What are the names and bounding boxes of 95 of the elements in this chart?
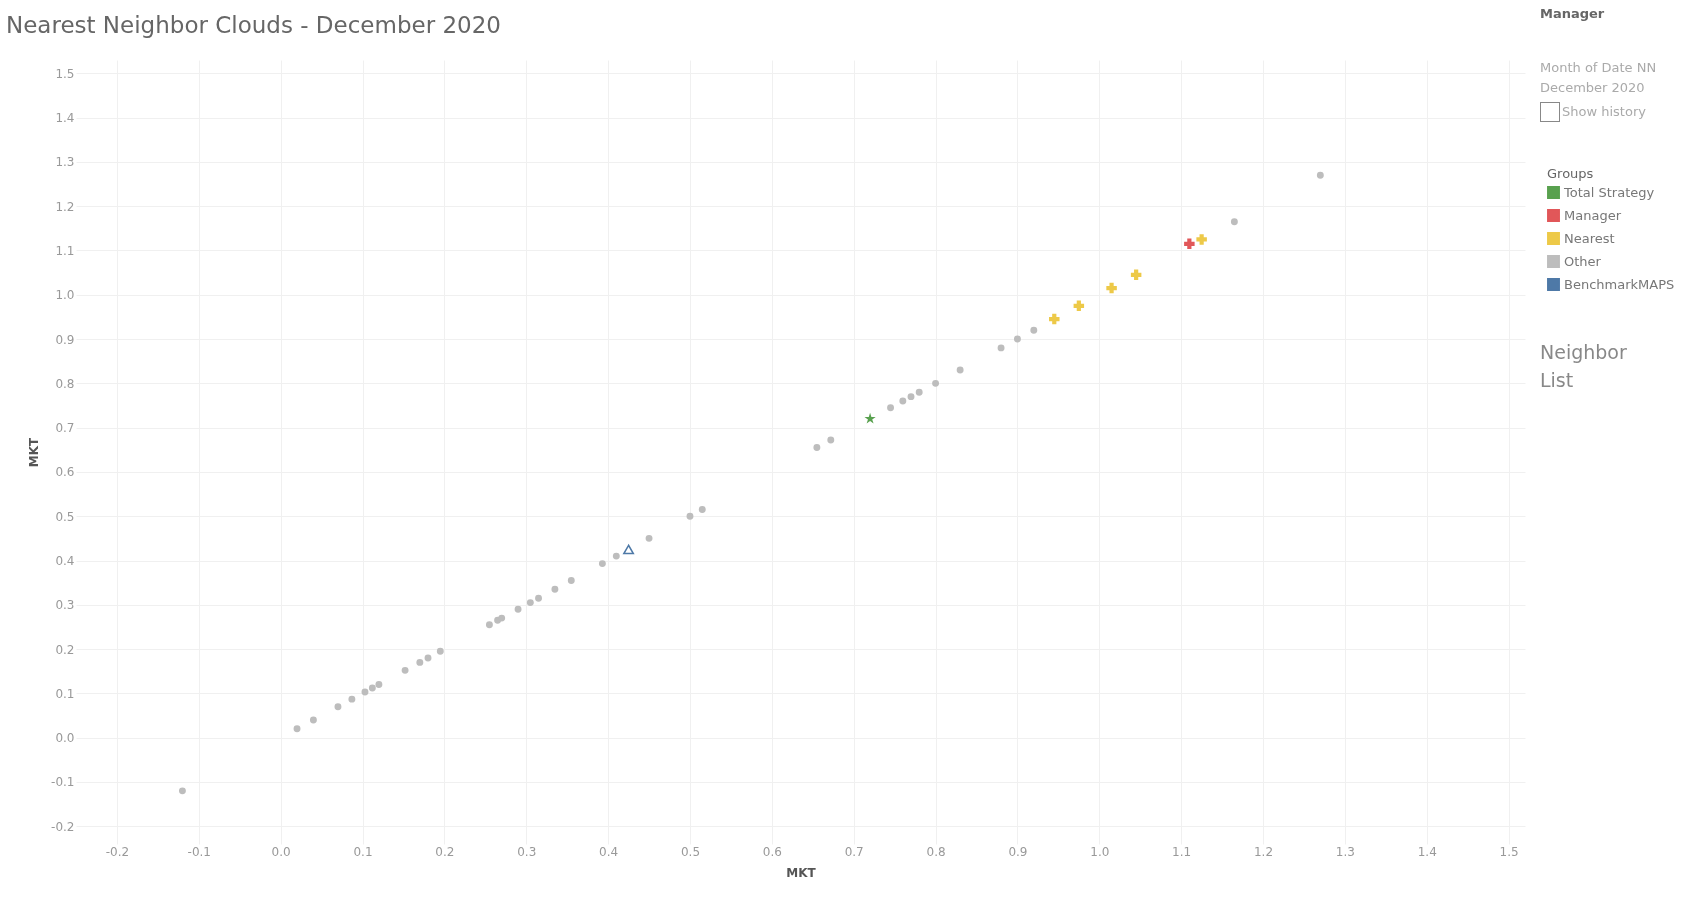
y-tick-label: 1.1 [55, 243, 75, 258]
chart-title: Nearest Neighbor Clouds - December 2020 [6, 12, 501, 38]
legend-label: Manager [1564, 207, 1622, 223]
point [997, 344, 1005, 352]
point [498, 614, 506, 622]
point [1073, 300, 1085, 312]
x-tick-label: -0.1 [187, 844, 212, 859]
legend-title: Groups [1547, 166, 1594, 181]
point [915, 388, 923, 396]
point [293, 725, 301, 733]
point [645, 534, 653, 542]
point [348, 695, 356, 703]
point [598, 560, 606, 568]
legend-label: BenchmarkMAPS [1564, 276, 1675, 292]
point [401, 666, 409, 674]
x-tick-label: 0.1 [353, 844, 373, 859]
x-tick-label: 0.0 [271, 844, 291, 859]
legend-label: Nearest [1564, 230, 1615, 246]
x-tick-label: 1.2 [1253, 844, 1274, 859]
x-tick-label: 0.6 [762, 844, 782, 859]
y-tick-label: 0.9 [55, 332, 75, 347]
y-tick-label: 0.1 [55, 686, 75, 701]
point [827, 436, 835, 444]
point [567, 576, 575, 584]
point [526, 599, 534, 607]
x-tick-label: 0.7 [844, 844, 864, 859]
point [1130, 269, 1142, 281]
x-tick-label: 0.9 [1008, 844, 1028, 859]
point [1316, 171, 1324, 179]
x-tick-label: 1.3 [1335, 844, 1355, 859]
legend-label: Other [1564, 253, 1602, 269]
y-tick-label: 1.5 [55, 66, 75, 81]
point [932, 379, 940, 387]
point [535, 594, 542, 602]
point [887, 404, 895, 412]
point [1030, 326, 1038, 334]
y-tick-label: 0.4 [55, 554, 75, 569]
y-tick-label: 0.8 [55, 376, 75, 391]
point [907, 393, 915, 401]
y-tick-label: 0.2 [55, 642, 75, 657]
y-tick-label: 1.3 [55, 155, 75, 170]
point [956, 366, 964, 374]
point [368, 684, 376, 692]
point [309, 716, 317, 724]
point [1230, 218, 1238, 226]
point [698, 506, 706, 514]
x-axis-title: MKT [786, 865, 817, 880]
point [436, 647, 444, 655]
text: Neighbor List [1540, 341, 1627, 391]
point [416, 658, 424, 666]
point [864, 412, 876, 424]
y-tick-label: 0.7 [55, 421, 75, 436]
text: Month of Date NN [1540, 60, 1657, 75]
y-tick-label: 0.0 [55, 731, 75, 746]
y-tick-label: 1.4 [55, 111, 75, 126]
point [485, 621, 493, 629]
point [1106, 282, 1117, 294]
point [623, 544, 635, 555]
text: Manager [1540, 6, 1605, 21]
y-tick-label: 0.3 [55, 598, 75, 613]
point [1184, 238, 1195, 250]
x-tick-label: 1.5 [1499, 844, 1519, 859]
point [899, 397, 907, 405]
point [361, 688, 369, 696]
point [612, 552, 620, 560]
x-tick-label: 0.4 [599, 844, 619, 859]
point [551, 585, 559, 593]
point [1049, 313, 1060, 325]
y-tick-label: 1.0 [55, 288, 75, 303]
y-tick-label: 0.6 [55, 465, 75, 480]
x-tick-label: 0.5 [680, 844, 701, 859]
y-tick-label: 0.5 [55, 509, 75, 524]
text: Show history [1562, 103, 1646, 119]
point [1013, 335, 1021, 343]
point [334, 703, 342, 711]
y-tick-label: -0.2 [51, 819, 75, 834]
x-tick-label: -0.2 [105, 844, 130, 859]
x-tick-label: 1.1 [1172, 844, 1192, 859]
point [514, 605, 522, 613]
point [686, 512, 694, 520]
point [813, 444, 821, 452]
x-tick-label: 0.8 [926, 844, 946, 859]
y-tick-label: -0.1 [51, 775, 75, 790]
y-axis-title: MKT [27, 436, 42, 468]
point [375, 681, 383, 688]
x-tick-label: 0.3 [517, 844, 537, 859]
x-tick-label: 1.4 [1417, 844, 1437, 859]
legend-label: Total Strategy [1563, 184, 1655, 200]
point [424, 654, 432, 662]
point [1196, 234, 1207, 245]
x-tick-label: 1.0 [1090, 844, 1110, 859]
x-tick-label: 0.2 [435, 844, 455, 859]
point [178, 787, 186, 795]
text: December 2020 [1540, 80, 1645, 95]
y-tick-label: 1.2 [55, 199, 75, 214]
